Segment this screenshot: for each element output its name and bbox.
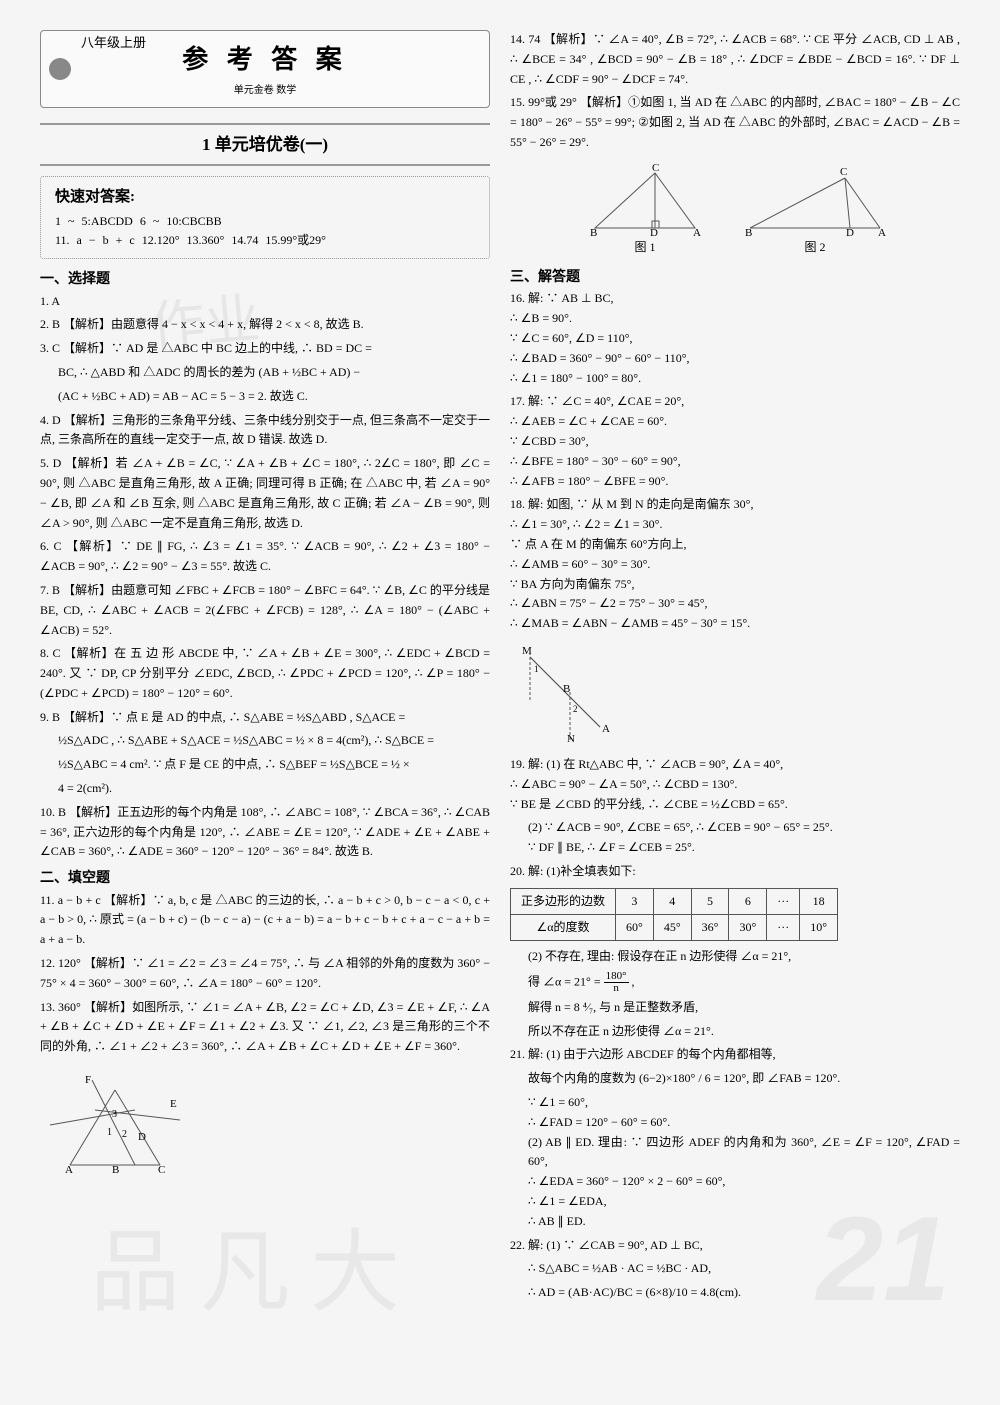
fig1-label: 图 1 — [580, 238, 710, 257]
th0: 正多边形的边数 — [511, 888, 616, 914]
q17: 17. 解: ∵ ∠C = 40°, ∠CAE = 20°, ∴ ∠AEB = … — [510, 392, 960, 491]
svg-text:D: D — [138, 1131, 146, 1143]
q20-intro: 20. 解: (1)补全填表如下: — [510, 862, 960, 882]
header-box: 八年级上册 参 考 答 案 单元金卷 数学 — [40, 30, 490, 108]
svg-text:A: A — [878, 227, 886, 238]
q11: 11. a − b + c 【解析】∵ a, b, c 是 △ABC 的三边的长… — [40, 891, 490, 950]
compass-figure-q18: M B A N 1 2 — [510, 642, 960, 747]
q22b: ∴ S△ABC = ½AB · AC = ½BC · AD, — [510, 1259, 960, 1279]
table-row: ∠α的度数 60° 45° 36° 30° ··· 10° — [511, 914, 838, 940]
r4: 30° — [729, 914, 767, 940]
table-row: 正多边形的边数 3 4 5 6 ··· 18 — [511, 888, 838, 914]
th5: ··· — [767, 888, 800, 914]
unit-title: 1 单元培优卷(一) — [40, 123, 490, 166]
q12: 12. 120° 【解析】∵ ∠1 = ∠2 = ∠3 = ∠4 = 75°, … — [40, 954, 490, 994]
triangle-figure-q13: A B C D E F 1 2 3 — [40, 1065, 490, 1175]
q20d: 解得 n = 8 ⁴⁄₇, 与 n 是正整数矛盾, — [510, 998, 960, 1018]
svg-text:B: B — [590, 227, 597, 238]
compass-diagram-icon: M B A N 1 2 — [510, 642, 620, 747]
th3: 5 — [691, 888, 729, 914]
q3-line-b: BC, ∴ △ABD 和 △ADC 的周长的差为 (AB + ½BC + AD)… — [40, 363, 490, 383]
q6: 6. C 【解析】∵ DE ∥ FG, ∴ ∠3 = ∠1 = 35°. ∵ ∠… — [40, 537, 490, 577]
q5: 5. D 【解析】若 ∠A + ∠B = ∠C, ∵ ∠A + ∠B + ∠C … — [40, 454, 490, 533]
quick-title: 快速对答案: — [55, 185, 475, 209]
r5: ··· — [767, 914, 800, 940]
r1: 60° — [616, 914, 654, 940]
svg-text:C: C — [840, 166, 847, 178]
section-choice: 一、选择题 — [40, 269, 490, 291]
r6: 10° — [800, 914, 838, 940]
svg-text:A: A — [65, 1164, 73, 1175]
svg-text:A: A — [693, 227, 701, 238]
q20b: (2) 不存在, 理由: 假设存在正 n 边形使得 ∠α = 21°, — [510, 947, 960, 967]
triangle-fig2-icon: B D A C — [740, 163, 890, 238]
fraction-icon: 180°n — [604, 971, 629, 994]
svg-text:B: B — [745, 227, 752, 238]
svg-text:N: N — [567, 733, 575, 745]
q19a: 19. 解: (1) 在 Rt△ABC 中, ∵ ∠ACB = 90°, ∠A … — [510, 755, 960, 814]
svg-text:2: 2 — [122, 1129, 127, 1140]
star-triangle-icon: A B C D E F 1 2 3 — [40, 1065, 190, 1175]
quick-answers-box: 快速对答案: 1 ~ 5:ABCDD 6 ~ 10:CBCBB 11. a − … — [40, 176, 490, 259]
svg-text:2: 2 — [573, 704, 578, 714]
q8: 8. C 【解析】在 五 边 形 ABCDE 中, ∵ ∠A + ∠B + ∠E… — [40, 644, 490, 703]
q20c-text: 得 ∠α = 21° = — [528, 974, 604, 988]
svg-text:C: C — [652, 163, 659, 174]
fig2-label: 图 2 — [740, 238, 890, 257]
q16: 16. 解: ∵ AB ⊥ BC, ∴ ∠B = 90°. ∵ ∠C = 60°… — [510, 289, 960, 388]
q9-line-b: ½S△ADC , ∴ S△ABE + S△ACE = ½S△ABC = ½ × … — [40, 731, 490, 751]
q21c: ∵ ∠1 = 60°, ∴ ∠FAD = 120° − 60° = 60°. (… — [510, 1093, 960, 1232]
q10: 10. B 【解析】正五边形的每个内角是 108°, ∴ ∠ABC = 108°… — [40, 803, 490, 862]
svg-text:B: B — [563, 683, 570, 695]
quick-line-1: 1 ~ 5:ABCDD 6 ~ 10:CBCBB — [55, 212, 475, 231]
q20c: 得 ∠α = 21° = 180°n , — [510, 971, 960, 994]
th6: 18 — [800, 888, 838, 914]
svg-text:3: 3 — [112, 1109, 117, 1120]
q9-line-a: 9. B 【解析】∵ 点 E 是 AD 的中点, ∴ S△ABE = ½S△AB… — [40, 708, 490, 728]
q4: 4. D 【解析】三角形的三条角平分线、三条中线分别交于一点, 但三条高不一定交… — [40, 411, 490, 451]
svg-text:1: 1 — [534, 664, 539, 674]
q22a: 22. 解: (1) ∵ ∠CAB = 90°, AD ⊥ BC, — [510, 1236, 960, 1256]
svg-text:A: A — [602, 723, 610, 735]
svg-text:M: M — [522, 645, 532, 657]
section-blank: 二、填空题 — [40, 868, 490, 890]
q15: 15. 99°或 29° 【解析】①如图 1, 当 AD 在 △ABC 的内部时… — [510, 93, 960, 152]
q22c: ∴ AD = (AB·AC)/BC = (6×8)/10 = 4.8(cm). — [510, 1283, 960, 1303]
subtitle: 单元金卷 数学 — [53, 83, 477, 99]
q9-line-d: 4 = 2(cm²). — [40, 779, 490, 799]
r0: ∠α的度数 — [511, 914, 616, 940]
q18: 18. 解: 如图, ∵ 从 M 到 N 的走向是南偏东 30°, ∴ ∠1 =… — [510, 495, 960, 634]
section-solve: 三、解答题 — [510, 267, 960, 289]
figures-q15: B A C D 图 1 B D A C 图 2 — [510, 163, 960, 257]
q14: 14. 74 【解析】∵ ∠A = 40°, ∠B = 72°, ∴ ∠ACB … — [510, 30, 960, 89]
svg-text:D: D — [650, 227, 658, 238]
q19b: (2) ∵ ∠ACB = 90°, ∠CBE = 65°, ∴ ∠CEB = 9… — [510, 818, 960, 858]
q13: 13. 360° 【解析】如图所示, ∵ ∠1 = ∠A + ∠B, ∠2 = … — [40, 998, 490, 1057]
q2: 2. B 【解析】由题意得 4 − x < x < 4 + x, 解得 2 < … — [40, 315, 490, 335]
svg-text:D: D — [846, 227, 854, 238]
q21b: 故每个内角的度数为 (6−2)×180° / 6 = 120°, 即 ∠FAB … — [510, 1069, 960, 1089]
th1: 3 — [616, 888, 654, 914]
r3: 36° — [691, 914, 729, 940]
svg-text:B: B — [112, 1164, 119, 1175]
svg-text:C: C — [158, 1164, 165, 1175]
r2: 45° — [653, 914, 691, 940]
svg-text:F: F — [85, 1074, 91, 1086]
grade-label: 八年级上册 — [81, 33, 146, 54]
q7: 7. B 【解析】由题意可知 ∠FBC + ∠FCB = 180° − ∠BFC… — [40, 581, 490, 640]
quick-line-2: 11. a − b + c 12.120° 13.360° 14.74 15.9… — [55, 231, 475, 250]
q3-line-a: 3. C 【解析】∵ AD 是 △ABC 中 BC 边上的中线, ∴ BD = … — [40, 339, 490, 359]
th2: 4 — [653, 888, 691, 914]
svg-text:1: 1 — [107, 1127, 112, 1138]
triangle-fig1-icon: B A C D — [580, 163, 710, 238]
q1: 1. A — [40, 292, 490, 312]
th4: 6 — [729, 888, 767, 914]
polygon-table: 正多边形的边数 3 4 5 6 ··· 18 ∠α的度数 60° 45° 36°… — [510, 888, 838, 941]
svg-text:E: E — [170, 1098, 177, 1110]
q21a: 21. 解: (1) 由于六边形 ABCDEF 的每个内角都相等, — [510, 1045, 960, 1065]
q3-line-c: (AC + ½BC + AD) = AB − AC = 5 − 3 = 2. 故… — [40, 387, 490, 407]
q9-line-c: ½S△ABC = 4 cm². ∵ 点 F 是 CE 的中点, ∴ S△BEF … — [40, 755, 490, 775]
q20e: 所以不存在正 n 边形使得 ∠α = 21°. — [510, 1022, 960, 1042]
